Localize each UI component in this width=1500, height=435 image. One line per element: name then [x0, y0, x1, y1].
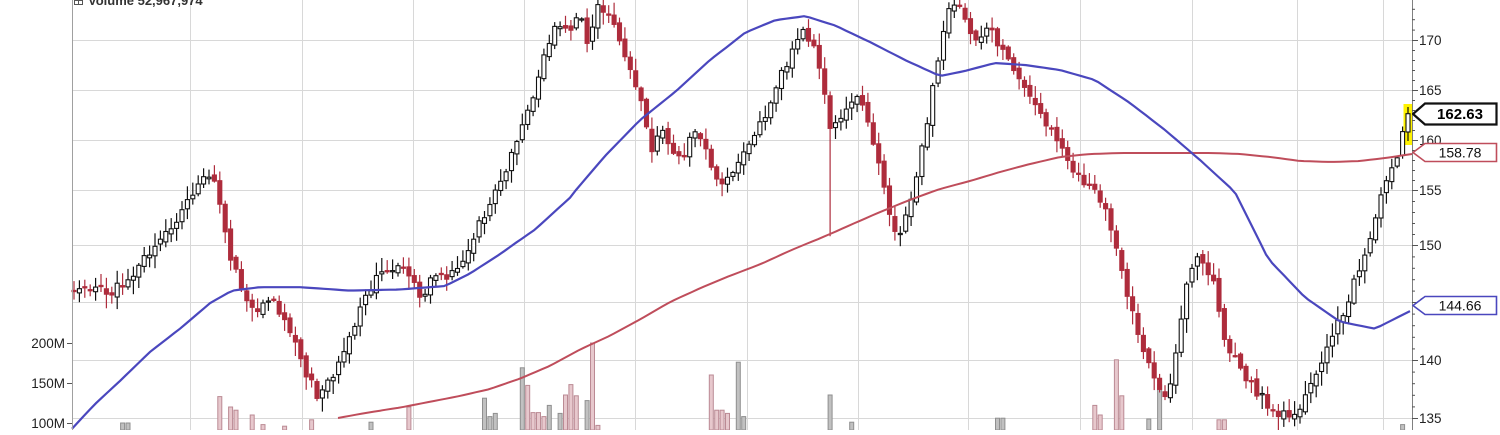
volume-legend-text: Volume 52,967,974: [88, 0, 203, 8]
gridlines: [72, 0, 1412, 430]
axes[interactable]: 170165160155150145140135200M150M100M: [31, 0, 1442, 431]
volume-axis-label: 150M: [31, 376, 65, 391]
ma-fast-line: [71, 15, 1411, 430]
ma-slow-line: [337, 152, 1413, 419]
price-axis-label: 150: [1419, 238, 1442, 253]
last-price-tag: 162.63: [1412, 102, 1498, 126]
price-axis-label: 165: [1419, 83, 1442, 98]
price-axis-label: 135: [1419, 411, 1442, 426]
ma-slow-tag: 158.78: [1412, 142, 1498, 163]
volume-bars-layer: [120, 342, 1406, 431]
volume-legend: Volume 52,967,974: [74, 0, 203, 8]
volume-axis-label: 200M: [31, 336, 65, 351]
price-axis-label: 155: [1419, 183, 1442, 198]
ma-fast-tag: 144.66: [1412, 295, 1498, 316]
chart-grid-icon: [74, 0, 83, 5]
svg-text:158.78: 158.78: [1439, 144, 1482, 160]
price-axis-label: 140: [1419, 353, 1442, 368]
svg-text:144.66: 144.66: [1439, 298, 1482, 314]
price-axis-label: 170: [1419, 33, 1442, 48]
volume-axis-label: 100M: [31, 416, 65, 430]
svg-text:162.63: 162.63: [1437, 106, 1483, 123]
candles-layer: [71, 0, 1411, 431]
